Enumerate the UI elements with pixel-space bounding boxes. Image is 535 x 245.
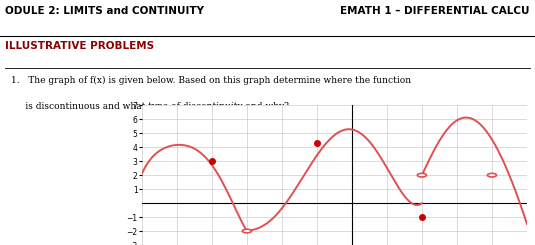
Text: is discontinuous and what type of discontinuity and why?: is discontinuous and what type of discon… bbox=[11, 102, 288, 111]
Circle shape bbox=[242, 229, 251, 233]
Text: 1.   The graph of f(x) is given below. Based on this graph determine where the f: 1. The graph of f(x) is given below. Bas… bbox=[11, 76, 411, 85]
Circle shape bbox=[487, 173, 496, 177]
Circle shape bbox=[417, 173, 426, 177]
Text: ILLUSTRATIVE PROBLEMS: ILLUSTRATIVE PROBLEMS bbox=[5, 41, 155, 51]
Text: ODULE 2: LIMITS and CONTINUITY: ODULE 2: LIMITS and CONTINUITY bbox=[5, 6, 204, 16]
Text: EMATH 1 – DIFFERENTIAL CALCU: EMATH 1 – DIFFERENTIAL CALCU bbox=[340, 6, 530, 16]
